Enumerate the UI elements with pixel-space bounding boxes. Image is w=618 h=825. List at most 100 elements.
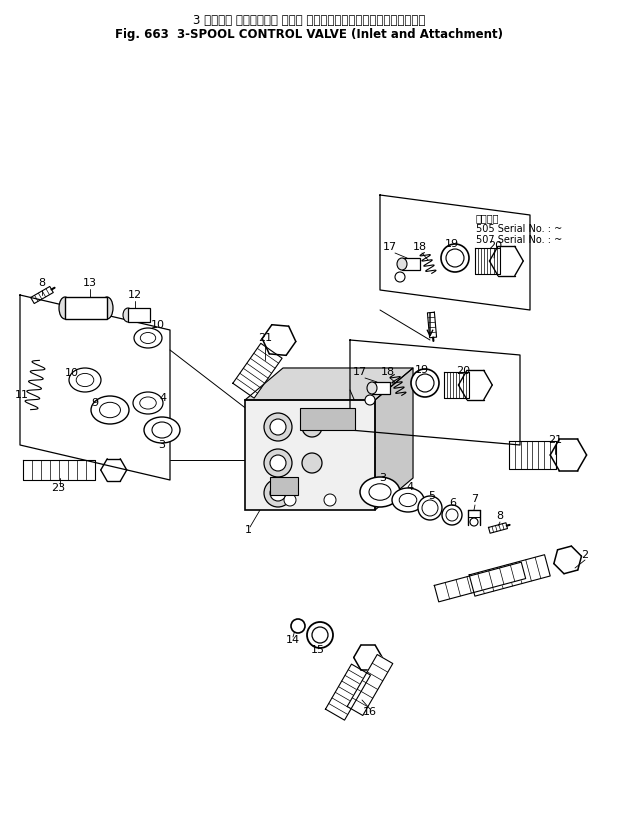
Ellipse shape <box>441 244 469 272</box>
Ellipse shape <box>284 494 296 506</box>
Ellipse shape <box>367 382 377 394</box>
Text: 19: 19 <box>445 239 459 249</box>
Ellipse shape <box>264 413 292 441</box>
Ellipse shape <box>416 374 434 392</box>
Ellipse shape <box>270 455 286 471</box>
Polygon shape <box>23 460 95 480</box>
Text: 507 Serial No. : ~: 507 Serial No. : ~ <box>476 235 562 245</box>
Text: 3: 3 <box>379 473 386 483</box>
Ellipse shape <box>291 619 305 633</box>
Ellipse shape <box>307 622 333 648</box>
Polygon shape <box>469 554 550 596</box>
Polygon shape <box>245 368 413 400</box>
Ellipse shape <box>270 485 286 501</box>
Text: 23: 23 <box>51 483 65 493</box>
Text: 4: 4 <box>407 482 413 492</box>
Ellipse shape <box>392 488 424 512</box>
Ellipse shape <box>134 328 162 348</box>
Ellipse shape <box>76 374 94 387</box>
Text: 6: 6 <box>449 498 457 508</box>
Ellipse shape <box>302 417 322 437</box>
Bar <box>65 297 107 319</box>
Ellipse shape <box>324 494 336 506</box>
Text: Fig. 663  3-SPOOL CONTROL VALVE (Inlet and Attachment): Fig. 663 3-SPOOL CONTROL VALVE (Inlet an… <box>115 28 503 41</box>
Ellipse shape <box>422 500 438 516</box>
Ellipse shape <box>123 308 133 322</box>
Ellipse shape <box>133 392 163 414</box>
Text: 18: 18 <box>413 242 427 252</box>
Text: 3 スプール コントロール バルブ （インレットおよびアタッチメント）: 3 スプール コントロール バルブ （インレットおよびアタッチメント） <box>193 14 425 27</box>
Text: 17: 17 <box>353 367 367 377</box>
Polygon shape <box>31 286 53 304</box>
Bar <box>128 308 150 322</box>
Text: 14: 14 <box>286 635 300 645</box>
Ellipse shape <box>395 272 405 282</box>
Ellipse shape <box>365 395 375 405</box>
Ellipse shape <box>411 369 439 397</box>
Polygon shape <box>428 312 436 337</box>
Polygon shape <box>489 523 507 533</box>
Polygon shape <box>326 664 371 720</box>
Ellipse shape <box>59 297 71 319</box>
Text: 12: 12 <box>128 290 142 300</box>
Ellipse shape <box>446 509 458 521</box>
Text: 21: 21 <box>258 333 272 343</box>
Text: 18: 18 <box>381 367 395 377</box>
Text: 8: 8 <box>496 511 504 521</box>
Text: 7: 7 <box>472 494 478 504</box>
Text: 505 Serial No. : ~: 505 Serial No. : ~ <box>476 224 562 234</box>
Text: 11: 11 <box>15 390 29 400</box>
Text: 4: 4 <box>159 393 167 403</box>
Ellipse shape <box>140 397 156 409</box>
Text: 1: 1 <box>245 525 252 535</box>
Text: 17: 17 <box>383 242 397 252</box>
Text: 21: 21 <box>548 435 562 445</box>
Ellipse shape <box>470 518 478 526</box>
Ellipse shape <box>369 483 391 500</box>
Text: 9: 9 <box>91 398 98 408</box>
Ellipse shape <box>399 493 417 507</box>
Ellipse shape <box>418 496 442 520</box>
Text: 5: 5 <box>428 491 436 501</box>
Ellipse shape <box>69 368 101 392</box>
Text: 10: 10 <box>151 320 165 330</box>
Ellipse shape <box>91 396 129 424</box>
Ellipse shape <box>442 505 462 525</box>
Polygon shape <box>434 562 526 602</box>
Text: 適用号機: 適用号機 <box>476 213 499 223</box>
Text: 16: 16 <box>363 707 377 717</box>
Polygon shape <box>233 343 282 398</box>
Bar <box>402 258 420 270</box>
Polygon shape <box>444 372 468 398</box>
Polygon shape <box>475 248 500 274</box>
Text: 19: 19 <box>415 365 429 375</box>
Polygon shape <box>509 441 556 469</box>
Ellipse shape <box>152 422 172 438</box>
Bar <box>270 477 298 495</box>
Text: 10: 10 <box>65 368 79 378</box>
Text: 8: 8 <box>38 278 46 288</box>
Text: 13: 13 <box>83 278 97 288</box>
Bar <box>372 382 390 394</box>
Ellipse shape <box>140 332 156 343</box>
Polygon shape <box>347 654 393 715</box>
Ellipse shape <box>270 419 286 435</box>
Bar <box>245 400 375 510</box>
Ellipse shape <box>446 249 464 267</box>
Ellipse shape <box>264 479 292 507</box>
Text: 3: 3 <box>158 440 166 450</box>
Ellipse shape <box>302 453 322 473</box>
Text: 20: 20 <box>488 241 502 251</box>
Ellipse shape <box>144 417 180 443</box>
Text: 15: 15 <box>311 645 325 655</box>
Ellipse shape <box>397 258 407 270</box>
Ellipse shape <box>76 302 88 314</box>
Ellipse shape <box>264 449 292 477</box>
Polygon shape <box>375 368 413 510</box>
Text: 2: 2 <box>582 550 588 560</box>
Ellipse shape <box>360 477 400 507</box>
Text: 20: 20 <box>456 366 470 376</box>
Ellipse shape <box>312 627 328 643</box>
Ellipse shape <box>101 297 113 319</box>
Bar <box>300 408 355 430</box>
